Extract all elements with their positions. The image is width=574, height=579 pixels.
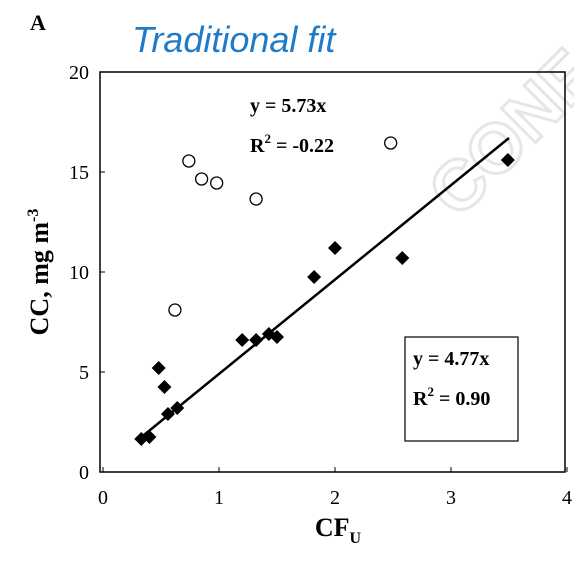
r2-r: R bbox=[250, 135, 265, 157]
diamond-point bbox=[307, 270, 322, 284]
panel-label: A bbox=[30, 10, 46, 35]
annotation-r2: R2 = -0.22 bbox=[250, 131, 334, 157]
y-tick-label: 15 bbox=[69, 162, 89, 184]
chart-title: Traditional fit bbox=[132, 19, 337, 60]
open-point bbox=[210, 176, 224, 190]
diamond-point bbox=[235, 333, 250, 347]
diamond-point bbox=[157, 380, 172, 394]
y-label-main: CC, mg m bbox=[25, 222, 54, 336]
y-label-sup: -3 bbox=[25, 209, 42, 222]
annotation-equation: y = 5.73x bbox=[250, 95, 326, 117]
x-label-main: CF bbox=[315, 513, 350, 542]
x-tick-label: 1 bbox=[214, 487, 224, 509]
y-axis-label: CC, mg m-3 bbox=[25, 209, 54, 336]
open-point bbox=[182, 154, 196, 168]
open-point bbox=[168, 303, 182, 317]
x-tick-label: 3 bbox=[446, 487, 456, 509]
watermark: CONF bbox=[413, 35, 574, 230]
r2-rest: = -0.22 bbox=[271, 135, 334, 157]
diamond-point bbox=[142, 430, 157, 444]
y-tick-label: 0 bbox=[79, 462, 89, 484]
y-tick-label: 20 bbox=[69, 62, 89, 84]
diamond-point bbox=[328, 241, 342, 255]
r2-r: R bbox=[413, 388, 428, 410]
diamond-point bbox=[151, 361, 166, 375]
r2-sup: 2 bbox=[427, 384, 434, 399]
diamond-point bbox=[160, 407, 175, 421]
annotation-r2: R2 = 0.90 bbox=[413, 384, 490, 410]
annotation-equation: y = 4.77x bbox=[413, 348, 489, 370]
open-point bbox=[384, 136, 398, 150]
y-tick-label: 10 bbox=[69, 262, 89, 284]
open-point bbox=[194, 172, 209, 186]
diamond-point bbox=[270, 330, 284, 344]
r2-rest: = 0.90 bbox=[434, 388, 490, 410]
open-point bbox=[249, 192, 263, 206]
diamond-point bbox=[500, 153, 515, 167]
x-tick-label: 0 bbox=[98, 487, 108, 509]
x-label-sub: U bbox=[350, 530, 362, 547]
x-tick-label: 4 bbox=[562, 487, 572, 509]
diamond-point bbox=[170, 401, 185, 415]
x-tick-label: 2 bbox=[330, 487, 340, 509]
diamond-point bbox=[395, 251, 410, 265]
r2-sup: 2 bbox=[264, 131, 271, 146]
fit-line bbox=[137, 137, 510, 441]
y-tick-label: 5 bbox=[79, 362, 89, 384]
diamond-point bbox=[249, 333, 264, 347]
annotation-box bbox=[404, 336, 519, 442]
x-axis-label: CFU bbox=[315, 513, 362, 547]
